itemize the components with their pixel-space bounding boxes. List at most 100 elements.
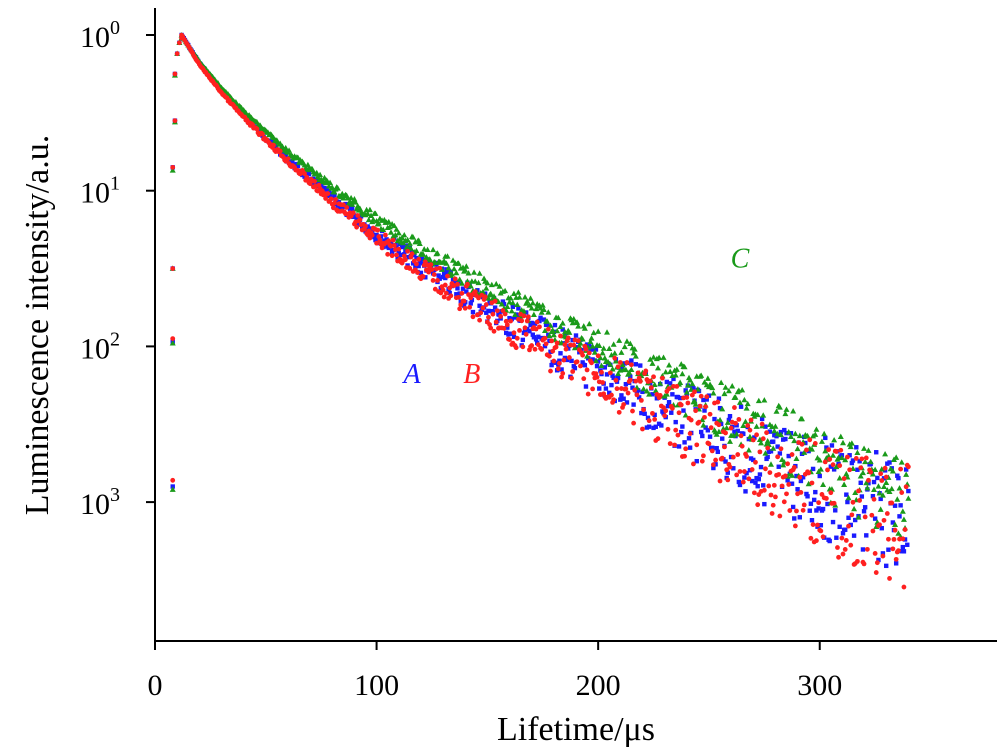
data-point-b <box>651 374 656 380</box>
data-point-c <box>313 169 320 176</box>
data-point-a <box>790 504 796 510</box>
data-point-a <box>559 367 564 372</box>
data-point-a <box>347 206 353 212</box>
data-point-b <box>455 281 460 287</box>
series-label-a: A <box>401 359 421 390</box>
data-point-a <box>477 303 482 308</box>
data-point-c <box>599 349 606 356</box>
data-point-a <box>492 305 498 310</box>
data-point-c <box>413 247 420 254</box>
data-point-a <box>638 363 643 368</box>
data-point-c <box>496 283 503 289</box>
data-point-a <box>870 493 876 499</box>
data-point-a <box>702 408 707 413</box>
data-point-c <box>530 311 537 317</box>
data-point-b <box>457 306 463 312</box>
data-point-a <box>557 358 562 363</box>
data-point-c <box>782 410 789 417</box>
data-point-b <box>886 536 891 542</box>
data-point-a <box>584 342 590 347</box>
data-point-b <box>537 324 542 330</box>
data-point-c <box>598 362 605 369</box>
data-point-a <box>516 306 521 311</box>
data-point-c <box>584 353 591 359</box>
data-point-b <box>858 465 864 471</box>
data-point-a <box>413 264 418 269</box>
data-point-b <box>543 341 549 347</box>
data-point-c <box>710 390 717 396</box>
data-point-a <box>536 334 541 339</box>
data-point-c <box>754 411 761 418</box>
data-point-b <box>465 281 470 287</box>
data-point-b <box>652 417 658 422</box>
data-point-a <box>854 445 859 450</box>
data-point-c <box>588 335 595 341</box>
data-point-b <box>678 402 684 408</box>
data-point-c <box>169 486 176 492</box>
data-point-b <box>507 337 512 342</box>
data-point-a <box>656 421 662 427</box>
data-point-b <box>868 469 874 475</box>
data-point-c <box>785 428 792 435</box>
data-point-c <box>628 366 635 372</box>
data-point-c <box>657 380 664 386</box>
data-point-b <box>822 459 828 465</box>
data-point-a <box>527 328 532 334</box>
data-point-b <box>522 325 528 331</box>
data-point-b <box>751 490 757 496</box>
data-point-b <box>640 426 645 432</box>
y-tick-label: 100 <box>80 17 120 54</box>
data-point-a <box>683 388 688 393</box>
data-point-c <box>833 463 840 470</box>
data-point-c <box>741 396 748 403</box>
data-point-b <box>333 197 338 202</box>
data-point-c <box>618 349 625 355</box>
data-point-b <box>672 442 678 448</box>
data-point-a <box>416 263 421 269</box>
data-point-c <box>899 508 906 514</box>
data-point-c <box>855 514 862 520</box>
data-point-a <box>593 347 599 352</box>
data-point-a <box>786 453 791 459</box>
data-point-c <box>591 349 598 355</box>
data-point-c <box>789 472 796 478</box>
data-point-c <box>626 369 633 375</box>
data-point-a <box>652 412 657 418</box>
data-point-c <box>595 328 602 334</box>
data-point-b <box>593 371 599 377</box>
data-point-c <box>739 387 746 393</box>
data-point-b <box>767 470 773 476</box>
data-point-a <box>445 270 450 275</box>
data-point-a <box>736 479 742 485</box>
data-point-b <box>355 213 361 218</box>
data-point-a <box>901 549 907 554</box>
data-point-c <box>627 340 634 347</box>
data-point-b <box>863 455 869 461</box>
data-point-a <box>861 509 867 514</box>
data-point-a <box>384 237 389 242</box>
data-point-b <box>447 285 453 291</box>
data-point-a <box>723 459 728 464</box>
data-point-b <box>650 410 655 416</box>
data-point-b <box>757 449 763 455</box>
data-point-b <box>430 278 436 283</box>
data-point-a <box>646 424 652 429</box>
data-point-b <box>502 311 508 317</box>
data-point-b <box>549 338 555 344</box>
data-point-a <box>746 436 752 442</box>
data-point-b <box>405 248 410 254</box>
data-point-c <box>375 220 382 226</box>
data-point-c <box>821 430 828 437</box>
data-point-c <box>529 299 536 306</box>
data-point-a <box>355 222 360 227</box>
data-point-a <box>705 428 711 433</box>
data-point-a <box>639 410 644 416</box>
data-point-b <box>736 417 742 422</box>
data-point-b <box>641 407 646 413</box>
data-point-c <box>475 279 482 286</box>
data-point-b <box>696 419 702 425</box>
data-point-a <box>717 405 723 411</box>
data-point-c <box>550 331 557 338</box>
data-point-c <box>838 454 845 461</box>
series-label-b: B <box>463 359 480 390</box>
